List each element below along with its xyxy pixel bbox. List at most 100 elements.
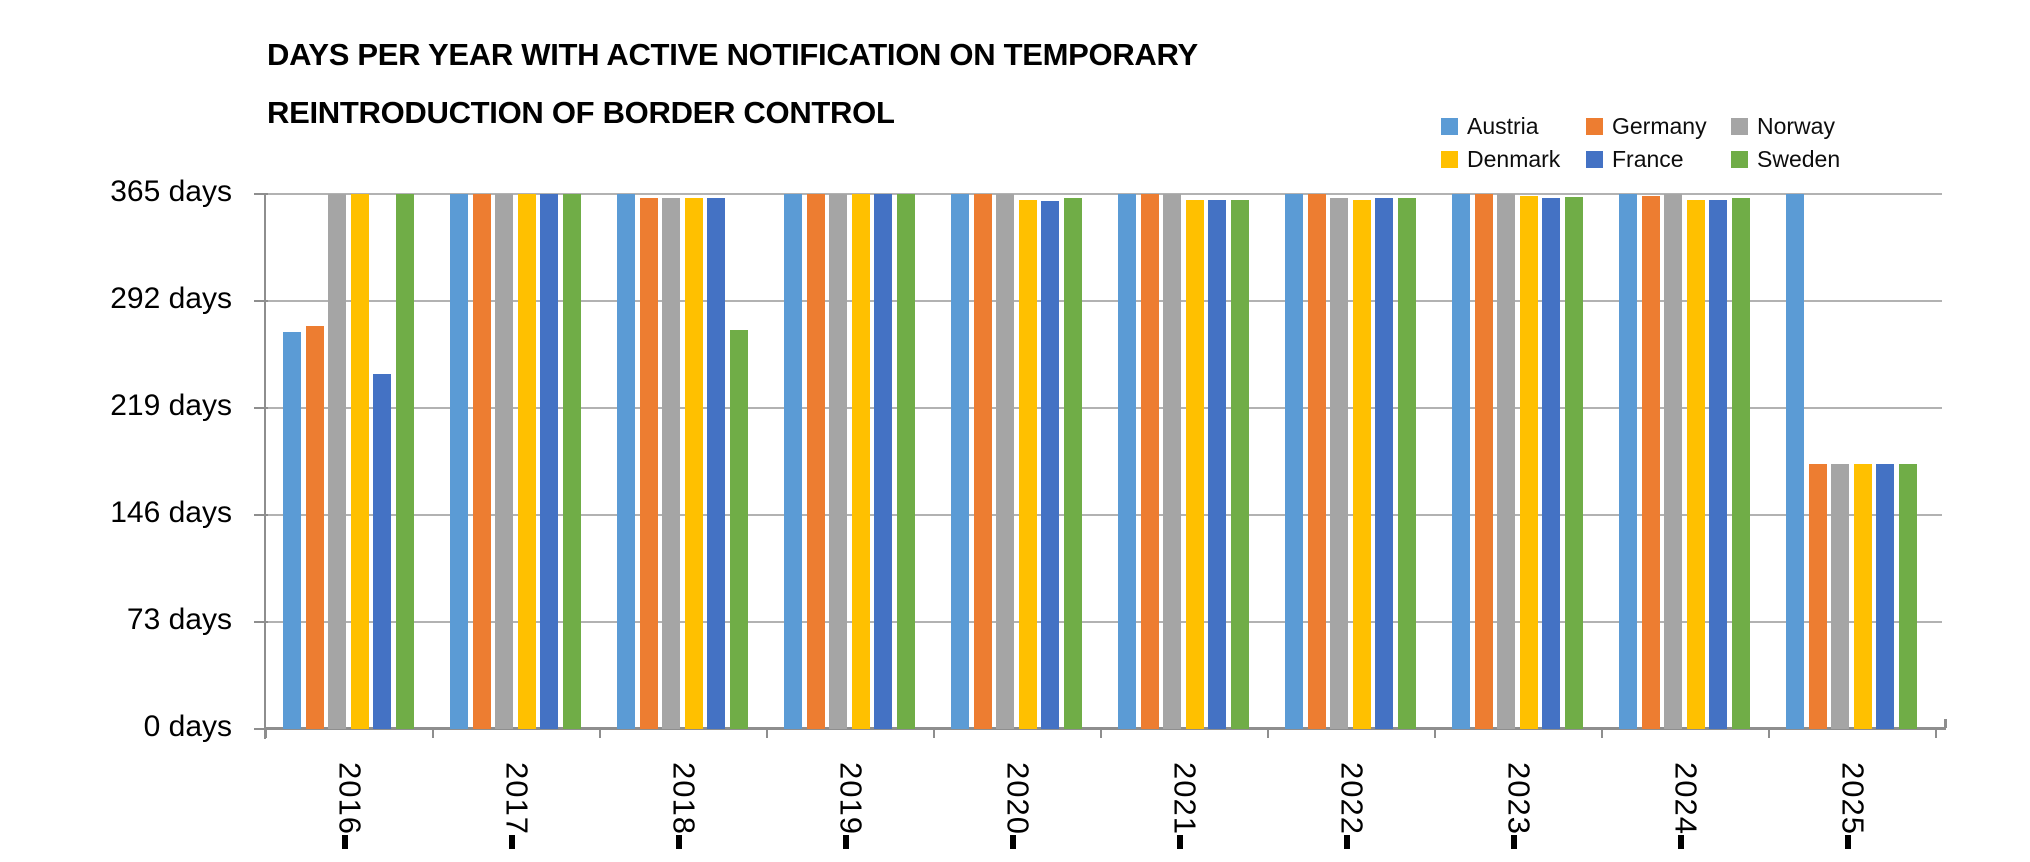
x-axis-tick xyxy=(1267,729,1269,738)
x-axis-tick xyxy=(1434,729,1436,738)
x-axis-year-text: 2022 xyxy=(1334,762,1370,862)
x-axis-label-2022: 2022 xyxy=(1268,762,1435,862)
x-axis-label-clipped-fragment xyxy=(342,834,348,849)
bar-austria-2019 xyxy=(784,194,802,729)
bar-norway-2021 xyxy=(1163,194,1181,729)
bar-group-2023 xyxy=(1452,194,1583,729)
x-axis-endcap xyxy=(1944,719,1947,728)
y-axis-label-146: 146 days xyxy=(110,496,232,529)
bar-germany-2019 xyxy=(806,194,825,729)
bar-sweden-2018 xyxy=(729,330,748,729)
x-axis-tick xyxy=(1100,729,1102,738)
x-axis-label-2020: 2020 xyxy=(934,762,1101,862)
bar-denmark-2025 xyxy=(1853,463,1872,729)
bar-group-2022 xyxy=(1285,194,1416,729)
bar-sweden-2023 xyxy=(1564,196,1583,729)
x-axis-label-2016: 2016 xyxy=(266,762,433,862)
bar-denmark-2024 xyxy=(1686,199,1705,729)
x-axis-label-clipped-fragment xyxy=(843,834,849,849)
bar-germany-2016 xyxy=(305,325,324,729)
bar-austria-2025 xyxy=(1786,194,1804,729)
bar-group-2018 xyxy=(617,194,748,729)
bar-norway-2020 xyxy=(996,194,1014,729)
x-axis-label-2025: 2025 xyxy=(1769,762,1936,862)
y-axis-label-0: 0 days xyxy=(143,710,232,743)
bar-austria-2023 xyxy=(1452,194,1470,729)
chart-legend: Austria Germany Norway Denmark France Sweden xyxy=(1441,110,1876,176)
legend-item-sweden: Sweden xyxy=(1731,146,1876,173)
bar-norway-2019 xyxy=(829,194,847,729)
y-axis-label-365: 365 days xyxy=(110,175,232,208)
legend-label-austria: Austria xyxy=(1467,113,1539,139)
x-axis-tick xyxy=(432,729,434,738)
bar-france-2016 xyxy=(373,374,391,729)
bar-france-2024 xyxy=(1709,199,1727,729)
bar-france-2022 xyxy=(1375,198,1393,729)
legend-item-austria: Austria xyxy=(1441,113,1586,140)
bar-france-2021 xyxy=(1208,199,1226,729)
bar-austria-2022 xyxy=(1285,194,1303,729)
bar-austria-2017 xyxy=(450,194,468,729)
x-axis-year-text: 2016 xyxy=(332,762,368,862)
bar-norway-2024 xyxy=(1664,194,1682,729)
bar-austria-2024 xyxy=(1619,194,1637,729)
bar-sweden-2021 xyxy=(1230,199,1249,729)
bar-norway-2023 xyxy=(1497,194,1515,729)
bar-denmark-2016 xyxy=(350,194,369,729)
x-axis-label-clipped-fragment xyxy=(676,834,682,849)
legend-swatch-austria xyxy=(1441,118,1458,135)
bar-austria-2018 xyxy=(617,194,635,729)
bar-denmark-2017 xyxy=(517,194,536,729)
legend-label-sweden: Sweden xyxy=(1757,146,1841,172)
x-axis-tick xyxy=(599,729,601,738)
bar-france-2020 xyxy=(1041,201,1059,729)
x-axis-label-2018: 2018 xyxy=(600,762,767,862)
x-axis-year-text: 2020 xyxy=(1000,762,1036,862)
bar-denmark-2022 xyxy=(1352,199,1371,729)
legend-swatch-sweden xyxy=(1731,151,1748,168)
y-axis-label-292: 292 days xyxy=(110,282,232,315)
y-axis-tick-146 xyxy=(254,514,268,516)
bar-germany-2017 xyxy=(472,194,491,729)
bar-norway-2017 xyxy=(495,194,513,729)
bar-norway-2025 xyxy=(1831,463,1849,729)
bar-denmark-2021 xyxy=(1185,199,1204,729)
legend-item-france: France xyxy=(1586,146,1731,173)
bar-denmark-2023 xyxy=(1519,195,1538,729)
bar-france-2017 xyxy=(540,194,558,729)
y-axis-label-73: 73 days xyxy=(126,603,232,636)
bar-denmark-2019 xyxy=(851,194,870,729)
bar-denmark-2020 xyxy=(1018,199,1037,729)
bar-france-2025 xyxy=(1876,463,1894,729)
legend-swatch-norway xyxy=(1731,118,1748,135)
x-axis-year-text: 2023 xyxy=(1501,762,1537,862)
bar-france-2018 xyxy=(707,198,725,729)
bar-sweden-2020 xyxy=(1063,198,1082,729)
x-axis-year-text: 2021 xyxy=(1167,762,1203,862)
bar-sweden-2024 xyxy=(1731,198,1750,729)
legend-swatch-france xyxy=(1586,151,1603,168)
x-axis-label-2024: 2024 xyxy=(1602,762,1769,862)
plot-area xyxy=(254,193,1947,739)
x-axis-label-clipped-fragment xyxy=(1177,834,1183,849)
x-axis-label-clipped-fragment xyxy=(1511,834,1517,849)
x-axis-year-text: 2025 xyxy=(1835,762,1871,862)
y-axis-label-219: 219 days xyxy=(110,389,232,422)
bar-austria-2016 xyxy=(283,331,301,729)
x-axis-label-2019: 2019 xyxy=(767,762,934,862)
x-axis-year-text: 2017 xyxy=(499,762,535,862)
x-axis-tick xyxy=(933,729,935,738)
gridline-73 xyxy=(266,621,1942,623)
legend-label-france: France xyxy=(1612,146,1684,172)
legend-label-denmark: Denmark xyxy=(1467,146,1561,172)
y-axis-line xyxy=(264,194,266,739)
x-axis-year-text: 2018 xyxy=(666,762,702,862)
bar-group-2017 xyxy=(450,194,581,729)
bar-norway-2022 xyxy=(1330,198,1348,729)
bar-group-2025 xyxy=(1786,194,1917,729)
x-axis-tick xyxy=(1768,729,1770,738)
bar-sweden-2016 xyxy=(395,194,414,729)
y-axis-tick-0 xyxy=(254,728,268,730)
bar-germany-2022 xyxy=(1307,194,1326,729)
